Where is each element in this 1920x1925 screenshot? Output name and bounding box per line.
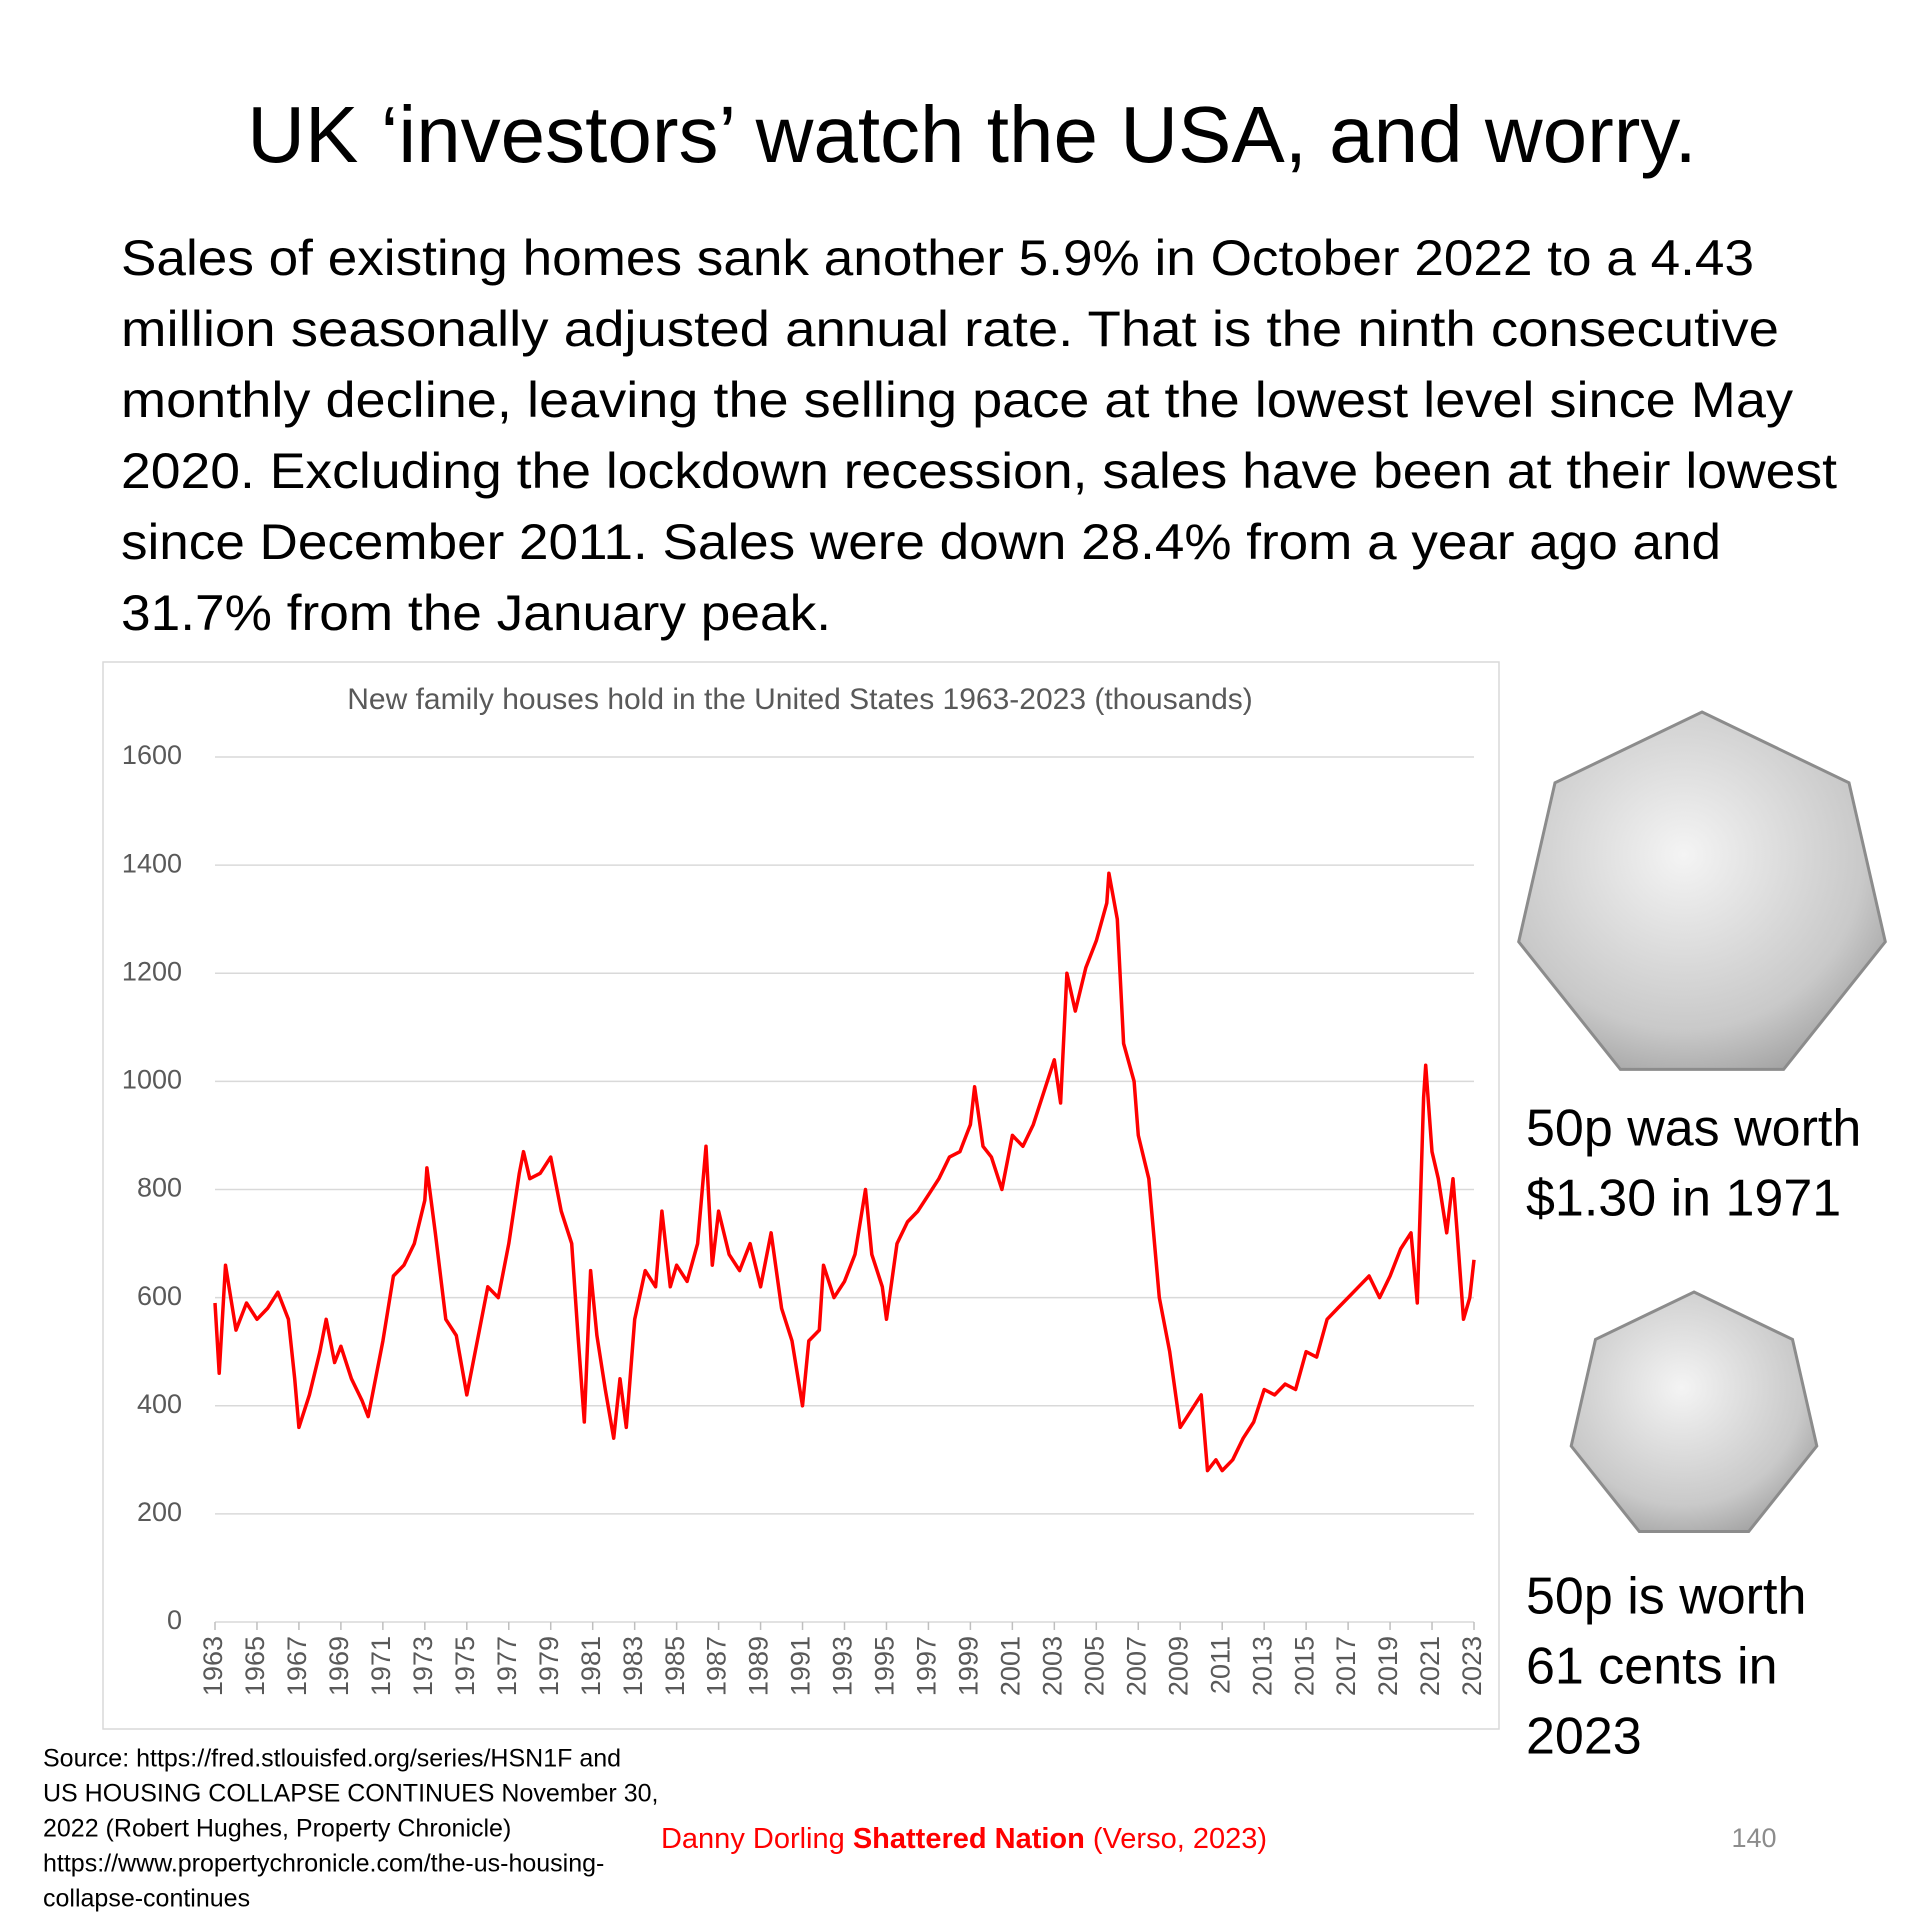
- x-tick-label: 2009: [1163, 1636, 1193, 1696]
- side-note-line: $1.30 in 1971: [1526, 1170, 1841, 1228]
- x-tick-label: 1979: [534, 1636, 564, 1696]
- x-tick-label: 2003: [1037, 1636, 1067, 1696]
- x-tick-label: 1987: [702, 1636, 732, 1696]
- x-tick-label: 2015: [1289, 1636, 1319, 1696]
- coin-charles: [1569, 1290, 1819, 1533]
- x-tick-label: 1965: [240, 1636, 270, 1696]
- slide-title: UK ‘investors’ watch the USA, and worry.: [247, 90, 1696, 179]
- coin-new-pence: [1517, 710, 1887, 1071]
- x-tick-label: 1995: [870, 1636, 900, 1696]
- x-tick-label: 1981: [576, 1636, 606, 1696]
- footer-publisher: (Verso, 2023): [1093, 1823, 1267, 1855]
- y-tick-label: 1000: [122, 1065, 182, 1095]
- body-line: Sales of existing homes sank another 5.9…: [121, 230, 1754, 286]
- x-tick-label: 1991: [786, 1636, 816, 1696]
- x-tick-label: 2017: [1331, 1636, 1361, 1696]
- x-tick-label: 1963: [198, 1636, 228, 1696]
- source-line: collapse-continues: [43, 1885, 250, 1913]
- x-tick-label: 1971: [366, 1636, 396, 1696]
- x-tick-label: 1997: [912, 1636, 942, 1696]
- body-line: million seasonally adjusted annual rate.…: [121, 301, 1779, 357]
- y-tick-label: 1200: [122, 956, 182, 986]
- source-line: Source: https://fred.stlouisfed.org/seri…: [43, 1745, 621, 1773]
- x-tick-label: 2005: [1079, 1636, 1109, 1696]
- x-tick-label: 1989: [744, 1636, 774, 1696]
- footer-author: Danny Dorling: [661, 1823, 845, 1855]
- x-tick-label: 2013: [1247, 1636, 1277, 1696]
- body-line: monthly decline, leaving the selling pac…: [121, 372, 1793, 428]
- x-tick-label: 1977: [492, 1636, 522, 1696]
- chart-title: New family houses hold in the United Sta…: [347, 683, 1253, 716]
- side-notes: 50p was worth $1.30 in 1971 50p is worth 61…: [1526, 1100, 1861, 1766]
- y-tick-label: 600: [137, 1281, 182, 1311]
- x-tick-label: 2011: [1205, 1636, 1235, 1694]
- page-number: 140: [1731, 1823, 1776, 1853]
- x-tick-label: 1969: [324, 1636, 354, 1696]
- y-tick-label: 800: [137, 1173, 182, 1203]
- body-text: Sales of existing homes sank another 5.9…: [121, 230, 1837, 641]
- source-line: US HOUSING COLLAPSE CONTINUES November 3…: [43, 1780, 658, 1808]
- x-tick-label: 2021: [1415, 1636, 1445, 1696]
- side-note-line: 50p is worth: [1526, 1568, 1806, 1626]
- footer-book: Shattered Nation: [853, 1823, 1085, 1855]
- y-tick-label: 1600: [122, 740, 182, 770]
- body-line: 2020. Excluding the lockdown recession, …: [121, 443, 1837, 499]
- x-tick-label: 1973: [408, 1636, 438, 1696]
- x-tick-label: 2023: [1457, 1636, 1487, 1696]
- side-note-line: 2023: [1526, 1708, 1642, 1766]
- x-tick-label: 1975: [450, 1636, 480, 1696]
- plot-area: 0 200 400 600 800 1000 1200 1400 1600 1963 1965 196…: [122, 740, 1487, 1696]
- x-tick-label: 1983: [618, 1636, 648, 1696]
- x-tick-label: 1985: [660, 1636, 690, 1696]
- y-tick-label: 0: [167, 1605, 182, 1635]
- side-note-line: 50p was worth: [1526, 1100, 1861, 1158]
- footer: Danny Dorling Shattered Nation (Verso, 2…: [661, 1823, 1267, 1855]
- x-tick-label: 1999: [954, 1636, 984, 1696]
- x-tick-label: 2001: [995, 1636, 1025, 1696]
- body-line: since December 2011. Sales were down 28.…: [121, 514, 1721, 570]
- y-tick-label: 1400: [122, 848, 182, 878]
- y-tick-label: 400: [137, 1389, 182, 1419]
- x-tick-label: 2007: [1121, 1636, 1151, 1696]
- x-tick-label: 1967: [282, 1636, 312, 1696]
- side-note-line: 61 cents in: [1526, 1638, 1778, 1696]
- x-tick-label: 1993: [828, 1636, 858, 1696]
- x-tick-label: 2019: [1373, 1636, 1403, 1696]
- data-line: [213, 871, 1476, 1473]
- source-line: https://www.propertychronicle.com/the-us…: [43, 1850, 604, 1878]
- source-line: 2022 (Robert Hughes, Property Chronicle): [43, 1815, 511, 1843]
- source-text: Source: https://fred.stlouisfed.org/seri…: [43, 1745, 658, 1913]
- y-tick-label: 200: [137, 1497, 182, 1527]
- body-line: 31.7% from the January peak.: [121, 585, 831, 641]
- chart-frame: [102, 661, 1500, 1730]
